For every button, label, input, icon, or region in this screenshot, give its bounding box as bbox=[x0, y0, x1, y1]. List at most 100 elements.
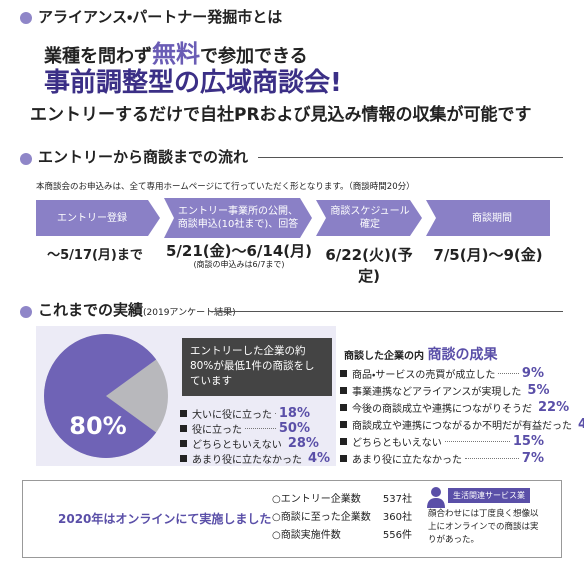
square bbox=[340, 404, 347, 411]
list-row: 商品・サービスの売買が成立した 9% bbox=[340, 366, 544, 381]
list-row: 大いに役に立った 18% bbox=[180, 406, 310, 421]
stat-row: ○商談実施件数 556件 bbox=[272, 526, 412, 541]
list-row: 事業連携などアライアンスが実現した 5% bbox=[340, 383, 549, 398]
badge: 生活関連サービス業 bbox=[448, 488, 530, 503]
item-label: あまり役に立たなかった bbox=[192, 455, 302, 466]
step-date: 6/22(火)(予定) bbox=[325, 246, 413, 285]
online-box bbox=[22, 480, 562, 558]
person-icon bbox=[427, 487, 445, 508]
text: で参加できる bbox=[200, 46, 308, 67]
item-label: 事業連携などアライアンスが実現した bbox=[352, 387, 522, 398]
item-label: 大いに役に立った bbox=[192, 410, 272, 421]
square bbox=[180, 440, 187, 447]
item-value: 28% bbox=[287, 436, 319, 451]
square bbox=[340, 438, 347, 445]
section-title: これまでの実績(2019アンケート結果) bbox=[38, 299, 236, 320]
stat-row: ○エントリー企業数 537社 bbox=[272, 490, 412, 505]
leader bbox=[275, 413, 276, 414]
square bbox=[340, 455, 347, 462]
bullet bbox=[20, 306, 32, 318]
pie-label: 80% bbox=[69, 412, 126, 440]
step-date: 5/21(金)～6/14(月) bbox=[165, 242, 312, 260]
stat-value: 556件 bbox=[382, 530, 412, 541]
list-row: 役に立った 50% bbox=[180, 421, 310, 436]
subtitle: (2019アンケート結果) bbox=[143, 308, 236, 318]
bullet bbox=[20, 12, 32, 24]
stat-label: ○商談実施件数 bbox=[272, 530, 341, 541]
item-value: 15% bbox=[512, 434, 544, 449]
list-row: あまり役に立たなかった 7% bbox=[340, 451, 544, 466]
online-title: 2020年はオンラインにて実施しました bbox=[58, 512, 272, 526]
text: 業種を問わず bbox=[44, 46, 152, 67]
square bbox=[340, 387, 347, 394]
rule bbox=[258, 157, 563, 158]
emphasis: 無料 bbox=[152, 40, 200, 68]
outcome-list: 商品・サービスの売買が成立した 9% 事業連携などアライアンスが実現した 5% 今後の商… bbox=[340, 366, 584, 466]
item-value: 50% bbox=[278, 421, 310, 436]
stat-label: ○商談に至った企業数 bbox=[272, 512, 371, 523]
headline-line3: エントリーするだけで自社PRおよび見込み情報の収集が可能です bbox=[30, 105, 532, 125]
item-label: 商品・サービスの売買が成立した bbox=[352, 370, 496, 381]
item-value: 9% bbox=[521, 366, 544, 381]
list-row: どちらともいえない 15% bbox=[340, 434, 544, 449]
headline-line1: 業種を問わず無料で参加できる bbox=[44, 34, 308, 69]
list-row: 商談成立や連携につながるか不明だが有益だった 42% bbox=[340, 417, 584, 432]
survey-list: 大いに役に立った 18% 役に立った 50% どちらともいえない 28% あまり役に立たなか… bbox=[180, 406, 330, 466]
stat-value: 360社 bbox=[382, 512, 412, 523]
stat-label: ○エントリー企業数 bbox=[272, 494, 361, 505]
item-value: 22% bbox=[538, 400, 570, 415]
bullet bbox=[20, 153, 32, 165]
arrow bbox=[426, 200, 550, 236]
item-value: 42% bbox=[578, 417, 584, 432]
pie-slice bbox=[43, 334, 157, 458]
callout: エントリーした企業の約80%が最低1件の商談をしています bbox=[182, 338, 332, 396]
flow-arrows bbox=[36, 198, 550, 238]
item-value: 7% bbox=[521, 451, 544, 466]
step-date: 7/5(月)～9(金) bbox=[433, 246, 543, 264]
leader bbox=[245, 428, 276, 429]
item-value: 18% bbox=[278, 406, 310, 421]
section-title: アライアンス・パートナー発掘市とは bbox=[38, 8, 283, 26]
item-label: あまり役に立たなかった bbox=[352, 455, 462, 466]
leader bbox=[465, 458, 519, 459]
text: 商談した企業の内 bbox=[344, 351, 424, 362]
list-row: あまり役に立たなかった 4% bbox=[180, 451, 330, 466]
item-value: 5% bbox=[527, 383, 550, 398]
leader bbox=[498, 373, 519, 374]
step-label: 商談スケジュール確定 bbox=[330, 206, 410, 230]
stat-value: 537社 bbox=[382, 494, 412, 505]
stat-row: ○商談に至った企業数 360社 bbox=[272, 508, 412, 523]
item-label: 役に立った bbox=[192, 425, 242, 436]
step-sub: (商談の申込みは6/7まで) bbox=[193, 260, 285, 269]
list-row: どちらともいえない 28% bbox=[180, 436, 319, 451]
note: 本商談会のお申込みは、全て専用ホームページにて行っていただく形となります。（商談… bbox=[36, 182, 415, 192]
square bbox=[180, 410, 187, 417]
item-value: 4% bbox=[308, 451, 331, 466]
section-title: エントリーから商談までの流れ bbox=[38, 148, 249, 166]
square bbox=[340, 370, 347, 377]
pie-chart: 80% bbox=[43, 334, 168, 458]
item-label: どちらともいえない bbox=[352, 438, 442, 449]
emphasis: 商談の成果 bbox=[427, 347, 498, 363]
arrow bbox=[36, 200, 160, 236]
item-label: 商談成立や連携につながるか不明だが有益だった bbox=[352, 421, 572, 432]
text: これまでの実績 bbox=[38, 301, 144, 319]
square bbox=[180, 455, 187, 462]
step-date: ～5/17(月)まで bbox=[47, 248, 143, 263]
quote: 顔合わせには丁度良く想像以上にオンラインでの商談は実りがあった。 bbox=[428, 509, 539, 545]
arrow bbox=[316, 200, 422, 236]
leader bbox=[444, 441, 510, 442]
item-label: 今後の商談成立や連携につながりそうだ bbox=[352, 404, 532, 415]
outcome-title: 商談した企業の内 商談の成果 bbox=[344, 344, 497, 364]
item-label: どちらともいえない bbox=[192, 440, 282, 451]
step-label: エントリー登録 bbox=[57, 212, 127, 224]
square bbox=[180, 425, 187, 432]
step-label: エントリー事業所の公開、商談申込(10社まで)、回答 bbox=[177, 206, 299, 230]
stats: ○エントリー企業数 537社 ○商談に至った企業数 360社 ○商談実施件数 556件 bbox=[272, 490, 412, 546]
list-row: 今後の商談成立や連携につながりそうだ 22% bbox=[340, 400, 569, 415]
headline-line2: 事前調整型の広域商談会! bbox=[44, 68, 342, 98]
arrow bbox=[164, 198, 312, 238]
rule bbox=[210, 311, 563, 312]
square bbox=[340, 421, 347, 428]
